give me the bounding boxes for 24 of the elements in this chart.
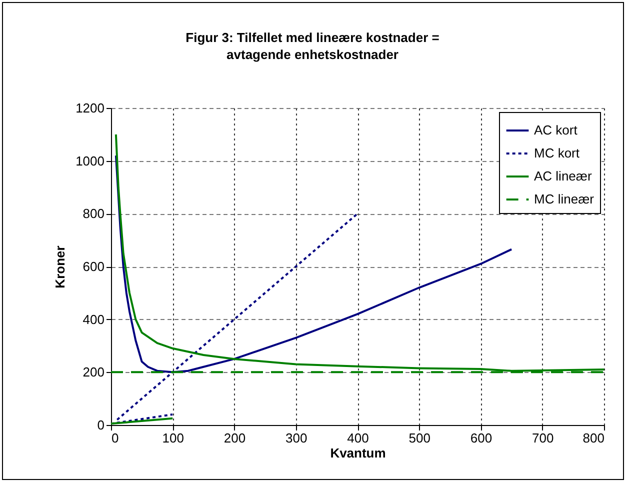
x-axis-title: Kvantum	[330, 446, 386, 460]
y-tick-label: 1200	[76, 100, 104, 116]
legend-label: MC kort	[534, 146, 580, 160]
legend-label: MC lineær	[534, 192, 595, 206]
x-tick-label: 0	[112, 430, 119, 446]
y-tick-label: 200	[82, 364, 104, 380]
line-series	[114, 133, 605, 372]
chart-title: Figur 3: Tilfellet med lineære kostnader = avtagende enhetskostnader	[186, 30, 440, 62]
x-tick-label: 400	[347, 430, 369, 446]
legend-label: AC lineær	[534, 168, 592, 184]
y-tick-label: 600	[82, 259, 104, 274]
x-tick-label: 500	[408, 430, 430, 446]
x-tick-label: 100	[162, 430, 184, 446]
x-tick-label: 800	[582, 430, 604, 446]
legend-label: AC kort	[534, 122, 578, 138]
y-axis-title: Kroner	[52, 246, 68, 288]
y-tick-label: 0	[97, 418, 104, 432]
y-tick-label: 400	[82, 312, 104, 327]
x-tick-label: 600	[470, 430, 492, 446]
x-tick-label: 200	[224, 430, 246, 446]
x-tick-label: 300	[286, 430, 308, 446]
x-tick-label: 700	[532, 430, 554, 446]
y-tick-label: 800	[82, 206, 104, 222]
y-tick-label: 1000	[76, 153, 104, 168]
